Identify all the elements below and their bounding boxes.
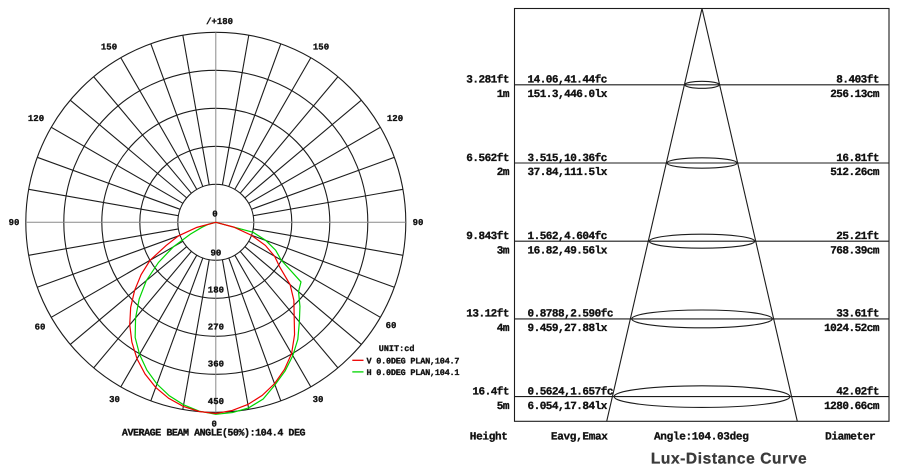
svg-text:25.21ft: 25.21ft (836, 230, 879, 243)
svg-text:16.82,49.56lx: 16.82,49.56lx (528, 245, 608, 257)
svg-text:/+180: /+180 (206, 17, 233, 27)
svg-text:3.281ft: 3.281ft (466, 74, 509, 87)
svg-text:42.02ft: 42.02ft (836, 385, 879, 398)
svg-text:H 0.0DEG PLAN,104.1: H 0.0DEG PLAN,104.1 (367, 368, 460, 378)
svg-text:30: 30 (109, 395, 120, 405)
svg-text:150: 150 (313, 43, 329, 53)
svg-text:1m: 1m (497, 89, 510, 101)
svg-text:30: 30 (313, 395, 324, 405)
svg-text:0: 0 (211, 420, 216, 430)
svg-text:270: 270 (208, 322, 224, 332)
svg-text:V 0.0DEG PLAN,104.7: V 0.0DEG PLAN,104.7 (367, 356, 460, 366)
svg-text:Lux-Distance Curve: Lux-Distance Curve (651, 451, 807, 468)
svg-text:1280.66cm: 1280.66cm (824, 401, 880, 413)
svg-text:360: 360 (208, 360, 224, 370)
svg-text:6.562ft: 6.562ft (466, 152, 509, 165)
svg-text:16.81ft: 16.81ft (836, 152, 879, 165)
svg-text:512.26cm: 512.26cm (830, 167, 880, 179)
svg-text:Angle:104.03deg: Angle:104.03deg (654, 431, 749, 443)
svg-text:90: 90 (9, 218, 20, 228)
svg-text:8.403ft: 8.403ft (836, 74, 879, 87)
svg-text:3m: 3m (497, 245, 510, 257)
svg-text:0.8788,2.590fc: 0.8788,2.590fc (528, 308, 613, 321)
svg-text:90: 90 (413, 218, 424, 228)
svg-text:0: 0 (212, 210, 217, 220)
svg-text:450: 450 (208, 397, 224, 407)
svg-text:151.3,446.0lx: 151.3,446.0lx (528, 89, 608, 101)
svg-text:768.39cm: 768.39cm (830, 245, 880, 257)
svg-text:33.61ft: 33.61ft (836, 308, 879, 321)
svg-text:2m: 2m (497, 167, 510, 179)
svg-text:9.459,27.88lx: 9.459,27.88lx (528, 323, 608, 335)
svg-text:9.843ft: 9.843ft (466, 230, 509, 243)
svg-text:60: 60 (386, 321, 397, 331)
svg-text:5m: 5m (497, 401, 510, 413)
svg-text:3.515,10.36fc: 3.515,10.36fc (528, 152, 607, 165)
svg-text:1024.52cm: 1024.52cm (824, 323, 880, 335)
svg-text:6.054,17.84lx: 6.054,17.84lx (528, 401, 608, 413)
svg-text:16.4ft: 16.4ft (472, 385, 509, 398)
svg-text:AVERAGE BEAM ANGLE(50%):104.4: AVERAGE BEAM ANGLE(50%):104.4 DEG (122, 428, 306, 440)
svg-text:Height: Height (470, 431, 508, 443)
svg-text:256.13cm: 256.13cm (830, 89, 880, 101)
svg-text:60: 60 (35, 323, 46, 333)
svg-text:0.5624,1.657fc: 0.5624,1.657fc (528, 385, 613, 398)
svg-text:13.12ft: 13.12ft (466, 308, 509, 321)
svg-text:4m: 4m (497, 323, 510, 335)
svg-text:120: 120 (28, 114, 44, 124)
svg-text:Diameter: Diameter (825, 431, 875, 443)
svg-text:120: 120 (387, 114, 403, 124)
svg-text:14.06,41.44fc: 14.06,41.44fc (528, 74, 607, 87)
svg-text:Eavg,Emax: Eavg,Emax (551, 431, 608, 443)
svg-text:180: 180 (208, 285, 224, 295)
svg-text:UNIT:cd: UNIT:cd (379, 344, 415, 354)
svg-text:150: 150 (101, 43, 117, 53)
svg-text:1.562,4.604fc: 1.562,4.604fc (528, 230, 607, 243)
svg-text:90: 90 (210, 249, 221, 259)
svg-text:37.84,111.5lx: 37.84,111.5lx (528, 167, 608, 179)
